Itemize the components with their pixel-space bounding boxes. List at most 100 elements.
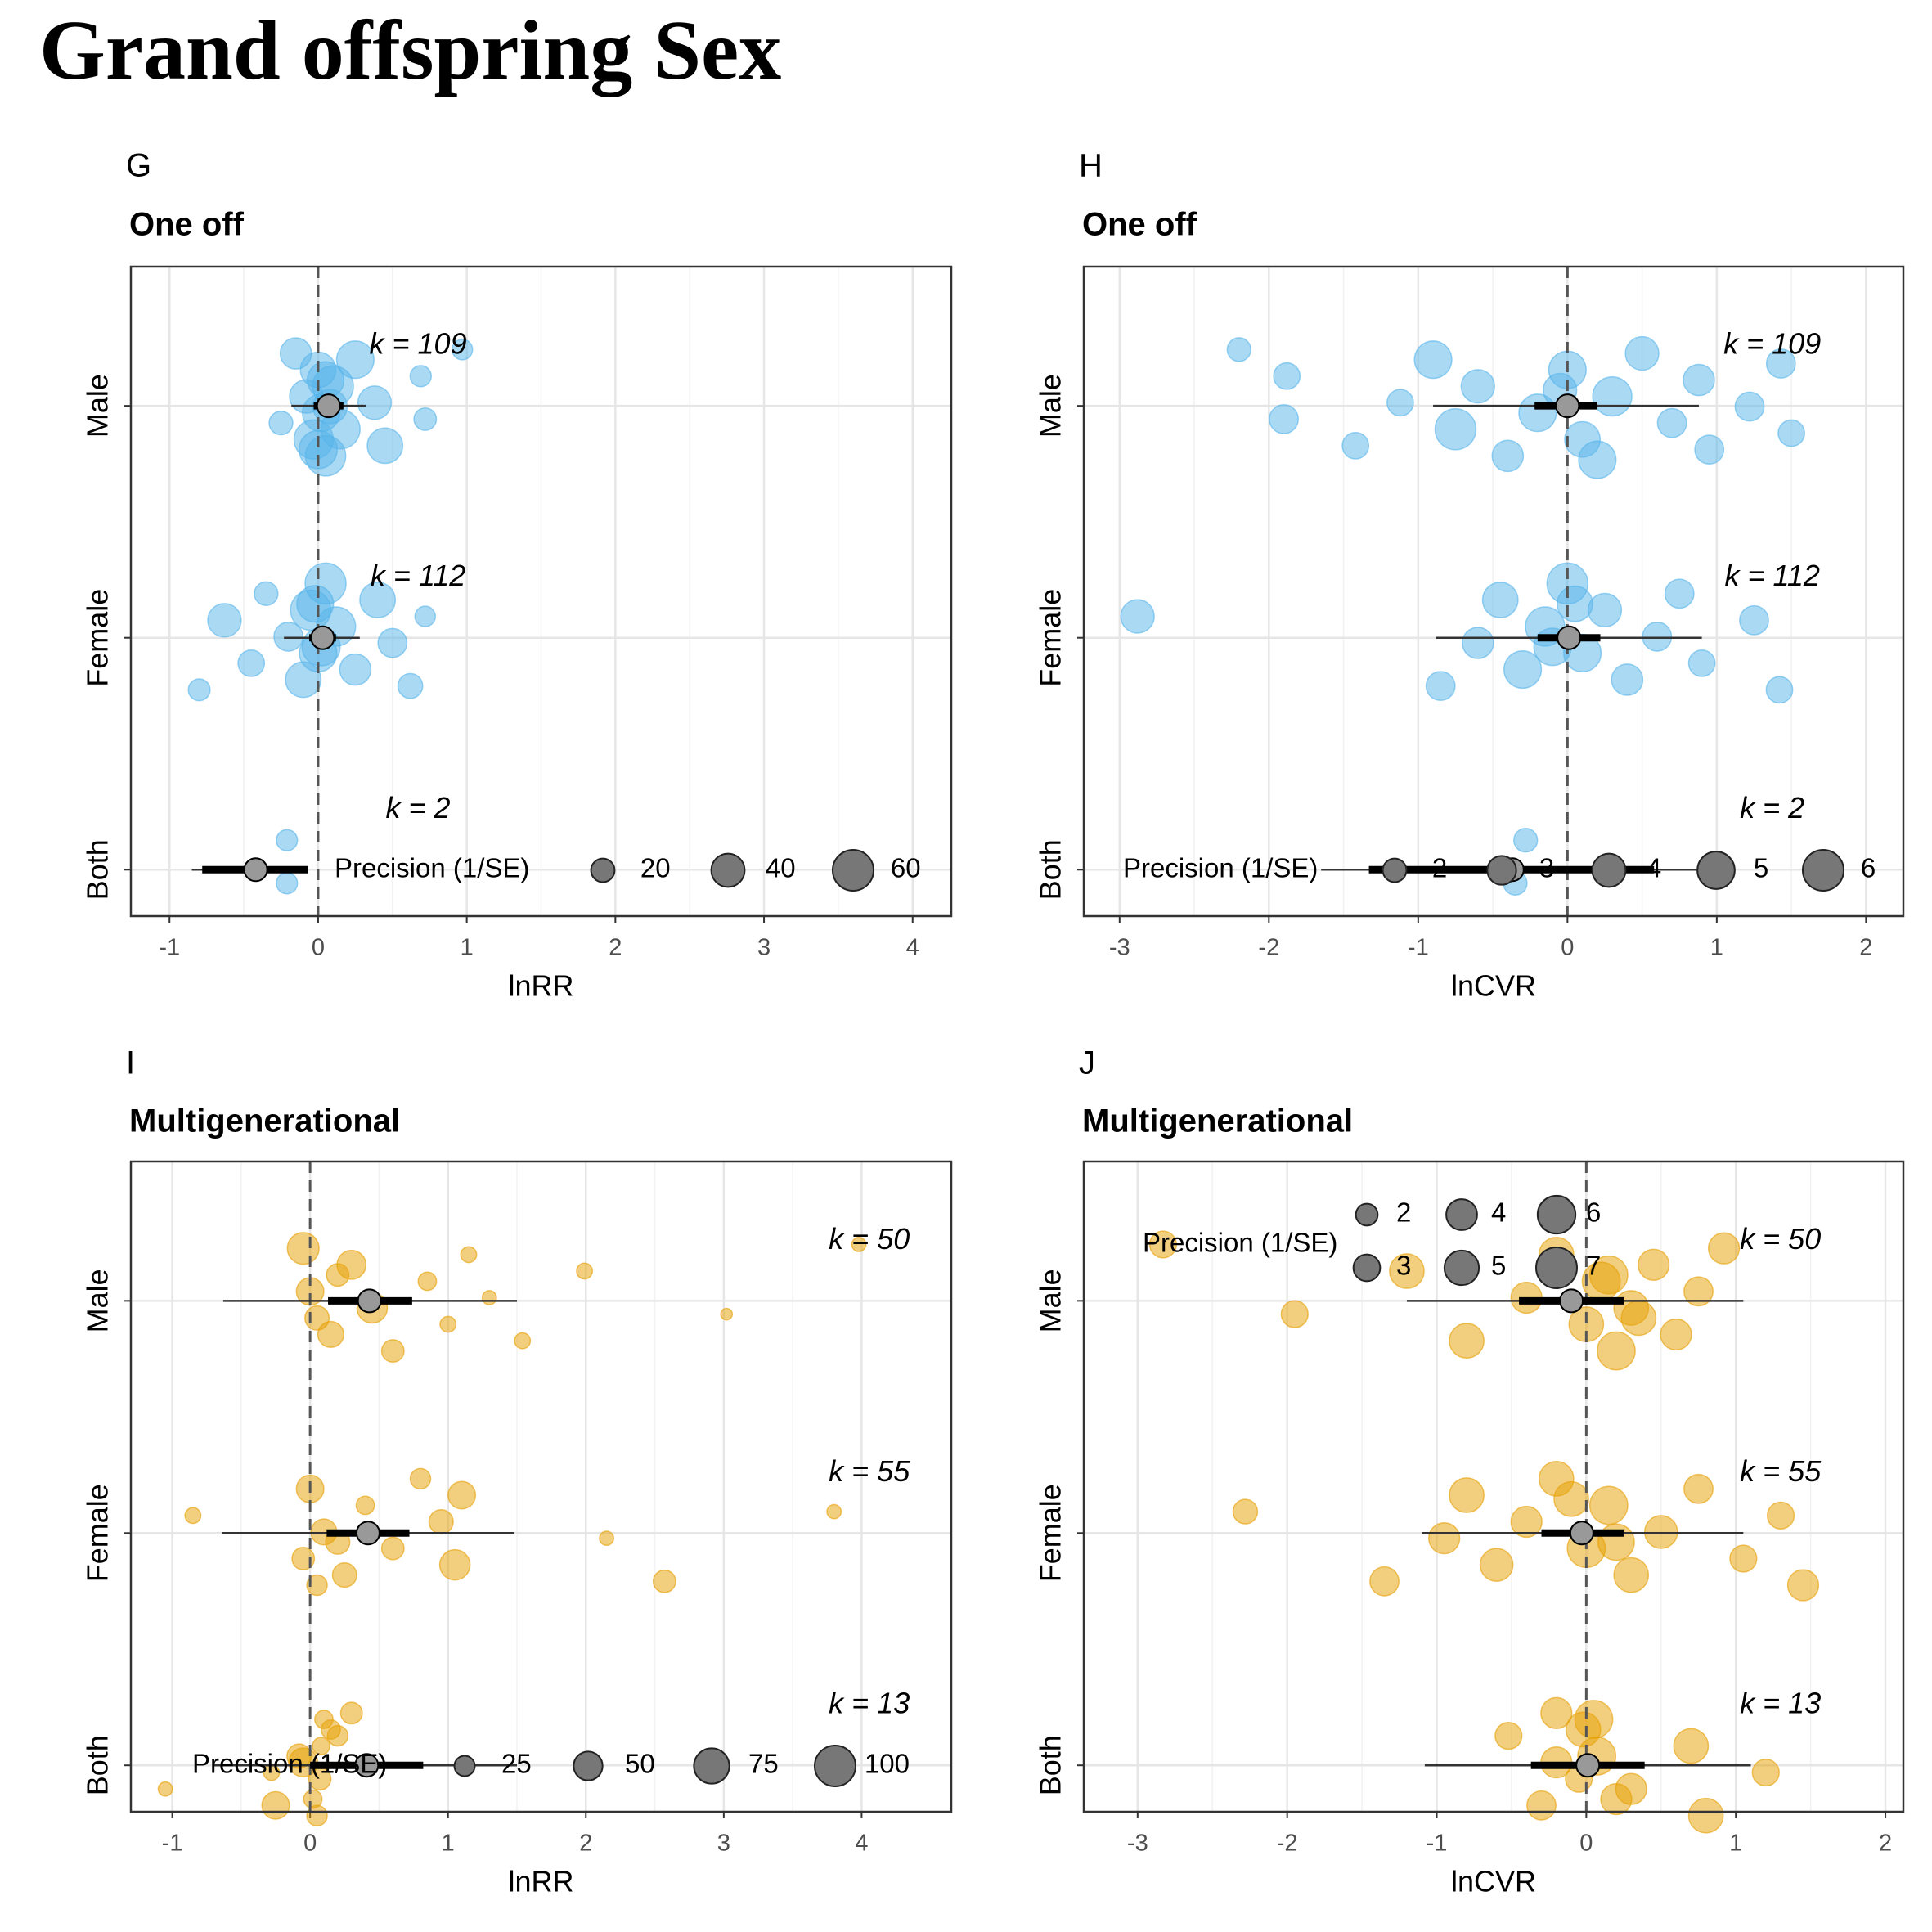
- legend-symbol: [453, 1755, 476, 1777]
- data-point: [1479, 1548, 1514, 1582]
- legend-symbol: [1443, 1249, 1480, 1287]
- y-tick-label: Female: [1034, 1484, 1067, 1582]
- data-point: [1226, 337, 1251, 362]
- data-point: [1460, 369, 1495, 404]
- data-point: [1434, 408, 1477, 451]
- k-label: k = 55: [1740, 1454, 1822, 1488]
- legend-symbol: [1352, 1253, 1382, 1283]
- data-point: [409, 1467, 432, 1490]
- data-point: [355, 1495, 375, 1516]
- panel-label: I: [126, 1045, 135, 1081]
- legend-symbol: [590, 857, 616, 883]
- plot-border: [129, 1160, 953, 1813]
- data-point: [1369, 1566, 1400, 1597]
- data-point: [1341, 431, 1370, 460]
- data-point: [296, 585, 335, 623]
- data-point: [187, 678, 211, 702]
- legend-label: 20: [640, 853, 671, 883]
- data-point: [357, 385, 393, 420]
- data-point: [1637, 1248, 1670, 1281]
- data-point: [380, 1339, 405, 1364]
- legend-symbol: [1591, 852, 1627, 888]
- data-point: [320, 1719, 341, 1740]
- data-point: [1777, 419, 1806, 447]
- data-point: [1687, 1797, 1724, 1834]
- x-axis-title: lnRR: [508, 1865, 573, 1898]
- x-tick-label: -3: [1127, 1831, 1148, 1857]
- data-point: [279, 337, 312, 370]
- x-axis-title: lnCVR: [1451, 969, 1536, 1003]
- data-point: [1766, 1501, 1795, 1530]
- data-point: [1664, 578, 1695, 609]
- legend-label: 60: [891, 853, 921, 883]
- data-point: [1642, 621, 1673, 652]
- data-point: [276, 829, 299, 851]
- data-point: [377, 627, 408, 658]
- data-point: [447, 1480, 477, 1510]
- data-point: [285, 661, 322, 699]
- x-tick-label: -1: [159, 935, 180, 961]
- legend-label: 7: [1586, 1251, 1601, 1281]
- data-point: [1449, 1477, 1485, 1513]
- x-tick-label: 1: [1729, 1831, 1742, 1857]
- data-point: [1481, 582, 1519, 618]
- legend-symbol: [1355, 1202, 1379, 1227]
- legend-label: 40: [766, 853, 796, 883]
- data-point: [184, 1507, 202, 1525]
- y-tick-label: Male: [81, 1269, 115, 1332]
- y-tick-label: Male: [1034, 1269, 1067, 1332]
- panel-subtitle: One off: [129, 207, 245, 243]
- data-point: [438, 1548, 471, 1581]
- data-point: [298, 429, 338, 470]
- x-tick-label: 1: [461, 935, 474, 961]
- data-point: [1413, 340, 1453, 380]
- data-point: [1273, 362, 1301, 390]
- data-point: [1578, 440, 1617, 479]
- data-point: [413, 407, 438, 431]
- data-point: [1592, 375, 1633, 417]
- y-tick-label: Both: [1034, 839, 1067, 900]
- legend-label: 3: [1539, 853, 1554, 883]
- data-point: [1540, 1696, 1573, 1729]
- estimate: [1555, 393, 1580, 419]
- estimate: [355, 1521, 380, 1546]
- data-point: [576, 1262, 594, 1280]
- data-point: [1232, 1498, 1259, 1525]
- legend-title: Precision (1/SE): [1143, 1228, 1337, 1258]
- y-tick-label: Female: [81, 1484, 115, 1582]
- data-point: [286, 1232, 320, 1265]
- plot-border: [1082, 265, 1905, 918]
- data-point: [1425, 671, 1456, 702]
- data-point: [1707, 1232, 1741, 1265]
- data-point: [1765, 348, 1796, 379]
- legend-symbol: [693, 1747, 730, 1785]
- y-tick-label: Female: [1034, 589, 1067, 687]
- legend-label: 5: [1754, 853, 1768, 883]
- plot-background: [131, 1161, 951, 1812]
- data-point: [1694, 434, 1725, 465]
- x-tick-label: 0: [312, 935, 325, 961]
- data-point: [306, 1574, 328, 1597]
- data-point: [397, 672, 424, 699]
- panel-label: H: [1079, 148, 1103, 184]
- x-tick-label: -2: [1277, 1831, 1298, 1857]
- data-point: [1587, 592, 1623, 628]
- data-point: [1683, 1276, 1714, 1307]
- data-point: [1765, 676, 1794, 704]
- estimate: [1557, 625, 1582, 650]
- data-point: [1120, 599, 1155, 634]
- legend-label: 50: [625, 1749, 655, 1779]
- panel-subtitle: One off: [1082, 207, 1197, 243]
- estimate: [354, 1753, 380, 1778]
- data-point: [1269, 403, 1299, 434]
- legend-title: Precision (1/SE): [1123, 853, 1318, 883]
- legend-label: 2: [1396, 1197, 1411, 1228]
- y-tick-label: Both: [81, 839, 115, 900]
- legend-label: 4: [1647, 853, 1661, 883]
- data-point: [460, 1246, 478, 1264]
- data-point: [366, 427, 404, 465]
- x-tick-label: -3: [1109, 935, 1130, 961]
- data-point: [1510, 1505, 1543, 1539]
- data-point: [1491, 439, 1525, 473]
- data-point: [273, 621, 304, 652]
